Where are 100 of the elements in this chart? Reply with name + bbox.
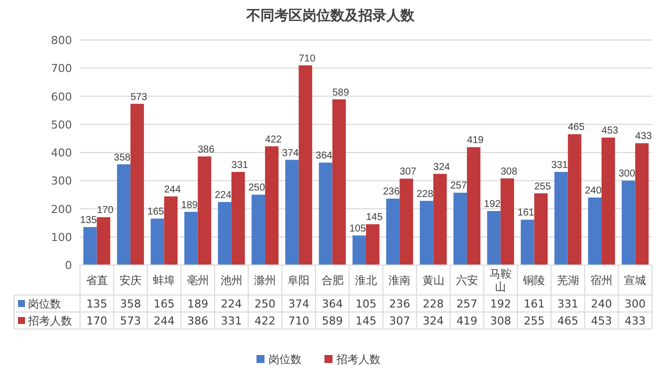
text: 192 — [484, 199, 501, 210]
x-tick-label: 滁州 — [254, 274, 276, 287]
bar — [466, 147, 480, 265]
x-tick-label: 亳州 — [186, 274, 209, 287]
data-label: 331 — [220, 314, 242, 328]
text: 161 — [518, 208, 534, 219]
text: 589 — [332, 87, 350, 98]
text: 419 — [466, 135, 484, 146]
text: 170 — [96, 205, 114, 216]
bar — [218, 202, 232, 265]
x-tick-label: 合肥 — [321, 274, 344, 287]
data-label: 255 — [524, 314, 545, 328]
y-tick-label: 100 — [51, 230, 72, 244]
bar — [150, 218, 164, 265]
y-tick-label: 700 — [51, 62, 72, 76]
data-label: 331 — [557, 298, 578, 310]
text: 105 — [349, 223, 366, 234]
text: 228 — [416, 188, 434, 200]
text: 岗位数 — [268, 353, 302, 366]
text: 331 — [231, 160, 248, 171]
data-label: 236 — [389, 298, 410, 310]
bar — [198, 156, 212, 265]
y-tick-label: 200 — [51, 202, 72, 216]
x-tick-label: 省直 — [86, 274, 108, 287]
bar — [420, 200, 434, 265]
x-tick-label: 宿州 — [590, 274, 613, 287]
y-tick-label: 800 — [51, 34, 72, 47]
bar — [568, 134, 582, 265]
data-label: 250 — [254, 298, 276, 310]
bar — [433, 174, 447, 265]
data-label: 419 — [456, 314, 478, 328]
x-tick-label: 黄山 — [422, 274, 444, 287]
chart-title: 不同考区岗位数及招录人数 — [246, 8, 416, 24]
data-label: 324 — [422, 314, 444, 328]
x-tick-label: 六安 — [456, 274, 478, 287]
legend-label: 招考人数 — [27, 314, 72, 328]
x-tick-label: 蚌埠 — [153, 274, 176, 287]
bar — [520, 220, 534, 265]
text: 433 — [635, 131, 652, 142]
text: 255 — [534, 181, 551, 192]
text: 189 — [181, 200, 198, 211]
text: 324 — [433, 162, 450, 173]
data-label: 135 — [86, 298, 108, 310]
bar — [366, 224, 380, 265]
x-tick-label: 宣城 — [624, 274, 646, 287]
bar — [588, 198, 602, 265]
bar — [298, 65, 312, 265]
data-label: 257 — [456, 298, 478, 310]
data-label: 589 — [322, 314, 343, 328]
text: 244 — [164, 184, 181, 196]
legend-label: 岗位数 — [28, 298, 61, 310]
bar — [318, 162, 332, 265]
data-label: 364 — [322, 298, 343, 310]
text: 224 — [214, 190, 232, 201]
y-tick-label: 400 — [51, 146, 72, 160]
text: 358 — [114, 152, 130, 164]
bar — [285, 160, 299, 265]
bar — [83, 227, 97, 265]
bar — [453, 192, 467, 265]
text: 招考人数 — [336, 353, 380, 366]
text: 135 — [80, 215, 97, 226]
bar — [534, 193, 548, 265]
data-label: 573 — [120, 314, 141, 328]
bar — [164, 196, 178, 265]
bar — [400, 178, 414, 265]
text: 386 — [198, 144, 214, 156]
data-label: 192 — [490, 298, 512, 310]
x-tick-label: 池州 — [220, 274, 242, 287]
data-label: 224 — [220, 298, 242, 310]
text: 422 — [265, 134, 282, 146]
data-label: 308 — [490, 314, 512, 328]
y-tick-label: 500 — [51, 118, 72, 132]
data-label: 358 — [120, 298, 141, 310]
bar — [554, 172, 568, 265]
x-tick-label: 铜陵 — [522, 274, 546, 287]
data-label: 161 — [524, 298, 545, 310]
data-label: 105 — [356, 298, 376, 310]
text: 453 — [602, 126, 618, 137]
x-tick-label: 马鞍山 — [490, 268, 512, 294]
bar — [96, 217, 110, 265]
bar — [332, 99, 346, 265]
text: 710 — [298, 53, 316, 64]
x-tick-label: 淮北 — [355, 274, 377, 287]
data-label: 145 — [356, 314, 376, 328]
data-label: 453 — [591, 314, 612, 328]
data-label: 386 — [187, 314, 208, 328]
text: 465 — [568, 122, 585, 134]
data-label: 465 — [557, 314, 578, 328]
data-label: 307 — [389, 314, 410, 328]
bar — [252, 194, 266, 265]
bar — [622, 180, 636, 265]
data-label: 422 — [254, 314, 276, 328]
bar — [602, 138, 615, 265]
data-label: 374 — [288, 298, 310, 310]
x-tick-label: 阜阳 — [288, 274, 310, 287]
data-label: 244 — [154, 314, 175, 328]
text: 573 — [130, 92, 148, 103]
data-label: 189 — [187, 298, 208, 310]
bar — [635, 143, 649, 265]
y-tick-label: 600 — [51, 90, 72, 104]
